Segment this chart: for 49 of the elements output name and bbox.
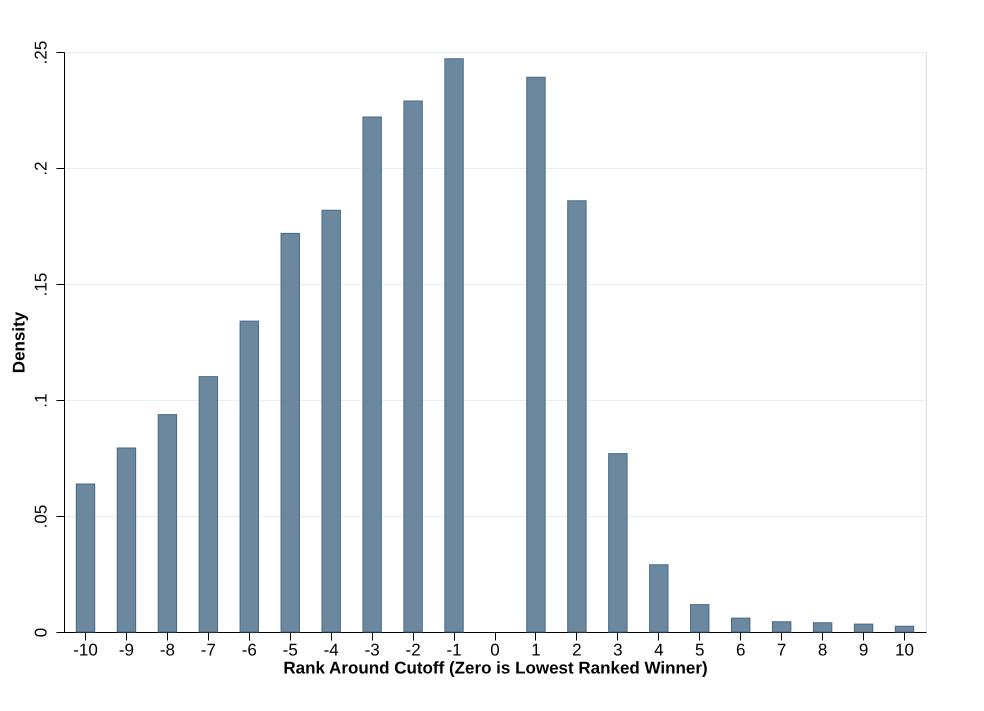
x-tick-label: -9	[118, 640, 134, 660]
bar	[321, 210, 341, 632]
bar	[158, 414, 178, 632]
x-tick-label: -2	[406, 640, 421, 660]
x-tick-label: 7	[776, 640, 786, 660]
y-axis-title: Density	[10, 311, 28, 374]
x-tick-label: -10	[73, 640, 98, 660]
bar	[280, 232, 300, 632]
bar	[198, 376, 218, 632]
bar	[730, 618, 750, 632]
x-tick-label: -5	[282, 640, 298, 660]
bar	[567, 200, 587, 632]
bar	[854, 624, 874, 632]
x-tick-label: 1	[531, 640, 541, 660]
y-tick-label: .25	[32, 40, 50, 64]
x-tick-label: 5	[695, 640, 704, 660]
bar	[526, 76, 546, 632]
y-tick-label: .15	[32, 272, 50, 296]
x-tick-label: 2	[572, 640, 582, 660]
bar	[649, 564, 669, 632]
x-tick-label: -1	[446, 640, 462, 660]
x-tick-label: 3	[613, 640, 623, 660]
x-tick-label: 0	[490, 640, 500, 660]
bar	[894, 626, 914, 632]
bar	[362, 116, 382, 632]
x-tick-label: 9	[858, 640, 868, 660]
bar	[772, 621, 792, 632]
x-tick-label: 6	[736, 640, 746, 660]
x-tick-label: 10	[895, 640, 914, 660]
y-tick-label: .05	[32, 504, 50, 528]
x-tick-label: -6	[242, 640, 257, 660]
bar	[76, 483, 96, 632]
x-tick-label: -7	[200, 640, 216, 660]
bar	[812, 622, 832, 632]
x-tick-label: -3	[364, 640, 380, 660]
bar	[444, 58, 464, 632]
y-tick-label: 0	[32, 628, 50, 638]
bar	[240, 320, 260, 632]
x-tick-label: 8	[818, 640, 828, 660]
y-tick-label: .2	[32, 161, 50, 176]
x-axis-title: Rank Around Cutoff (Zero is Lowest Ranked Winner)	[283, 658, 708, 678]
bar	[608, 453, 628, 632]
x-tick-label: -4	[324, 640, 339, 660]
bar	[690, 604, 710, 632]
bar	[116, 448, 136, 632]
x-tick-label: -8	[160, 640, 175, 660]
bar	[403, 100, 423, 632]
y-tick-label: .1	[32, 393, 50, 408]
x-tick-label: 4	[654, 640, 664, 660]
